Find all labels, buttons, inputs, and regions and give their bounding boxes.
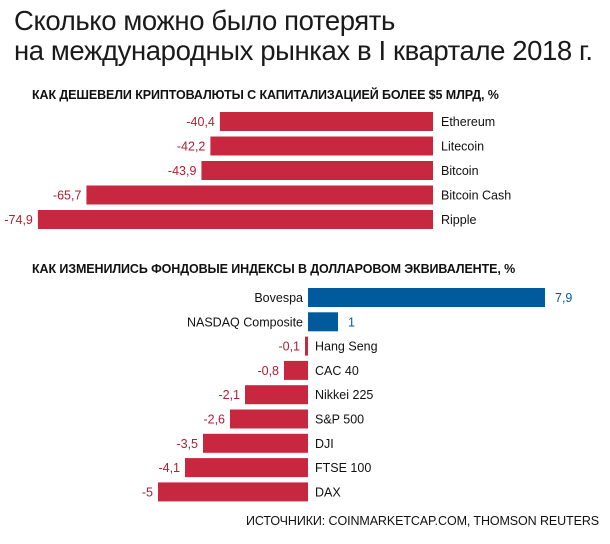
crypto-bar-bitcoin <box>201 161 433 180</box>
index-label-nikkei-225: Nikkei 225 <box>315 388 373 402</box>
page-title: Сколько можно было потерять на междунаро… <box>14 6 593 66</box>
index-label-bovespa: Bovespa <box>254 291 303 305</box>
index-bar-nasdaq-composite <box>308 312 338 332</box>
crypto-value-bitcoin: -43,9 <box>168 164 197 178</box>
indices-chart-title: КАК ИЗМЕНИЛИСЬ ФОНДОВЫЕ ИНДЕКСЫ В ДОЛЛАР… <box>32 262 516 276</box>
index-value-s-p-500: -2,6 <box>203 413 225 427</box>
title-line-1: Сколько можно было потерять <box>14 5 395 36</box>
crypto-value-litecoin: -42,2 <box>177 140 206 154</box>
index-bar-bovespa <box>308 288 545 307</box>
crypto-label-ethereum: Ethereum <box>441 115 495 129</box>
index-value-dax: -5 <box>142 485 153 499</box>
index-bar-hang-seng <box>305 336 308 356</box>
indices-bar-chart: Bovespa 7,9 NASDAQ Composite 1 Hang Seng -0,1… <box>142 288 572 502</box>
crypto-label-ripple: Ripple <box>441 213 476 227</box>
index-bar-dji <box>203 433 308 453</box>
index-bar-nikkei-225 <box>245 385 308 405</box>
crypto-bar-litecoin <box>210 136 433 156</box>
index-bar-dax <box>158 482 308 502</box>
index-value-nasdaq-composite: 1 <box>348 315 355 329</box>
index-value-hang-seng: -0,1 <box>278 340 300 354</box>
crypto-value-ripple: -74,9 <box>4 213 33 227</box>
index-label-s-p-500: S&P 500 <box>315 413 364 427</box>
crypto-bar-chart: Ethereum -40,4 Litecoin -42,2 Bitcoin -43,9 Bi… <box>4 112 511 229</box>
index-value-nikkei-225: -2,1 <box>218 388 240 402</box>
index-value-bovespa: 7,9 <box>555 291 572 305</box>
crypto-label-bitcoin: Bitcoin <box>441 164 479 178</box>
title-line-2: на международных рынках в I квартале 201… <box>14 35 593 66</box>
index-value-ftse-100: -4,1 <box>158 461 180 475</box>
crypto-bar-ripple <box>37 210 434 229</box>
index-value-dji: -3,5 <box>176 437 198 451</box>
index-label-nasdaq-composite: NASDAQ Composite <box>187 315 303 329</box>
crypto-chart-title: КАК ДЕШЕВЕЛИ КРИПТОВАЛЮТЫ С КАПИТАЛИЗАЦИ… <box>32 88 499 102</box>
crypto-label-litecoin: Litecoin <box>441 140 484 154</box>
index-label-hang-seng: Hang Seng <box>315 340 378 354</box>
index-label-dji: DJI <box>315 437 334 451</box>
crypto-bar-ethereum <box>219 112 433 131</box>
index-bar-ftse-100 <box>185 458 308 478</box>
index-value-cac-40: -0,8 <box>257 364 279 378</box>
index-bar-cac-40 <box>284 360 308 380</box>
crypto-value-bitcoin-cash: -65,7 <box>53 189 82 203</box>
crypto-label-bitcoin-cash: Bitcoin Cash <box>441 189 511 203</box>
index-label-ftse-100: FTSE 100 <box>315 461 371 475</box>
source-note: ИСТОЧНИКИ: COINMARKETCAP.COM, THOMSON RE… <box>245 514 599 528</box>
index-label-cac-40: CAC 40 <box>315 364 359 378</box>
index-bar-s-p-500 <box>230 409 308 429</box>
index-label-dax: DAX <box>315 485 341 499</box>
crypto-value-ethereum: -40,4 <box>186 115 215 129</box>
crypto-bar-bitcoin-cash <box>86 185 434 205</box>
